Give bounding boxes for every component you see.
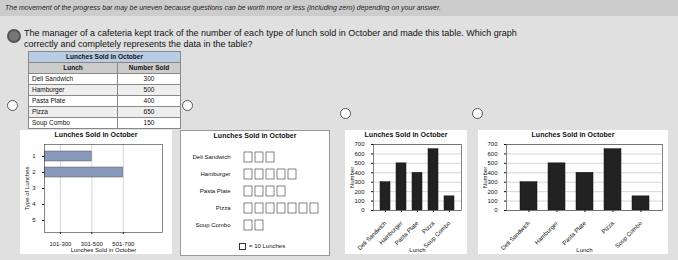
svg-text:500: 500 <box>354 160 365 166</box>
svg-text:1: 1 <box>32 153 36 159</box>
svg-text:Lunch: Lunch <box>576 247 592 253</box>
svg-text:0: 0 <box>361 207 365 213</box>
svg-text:501-700: 501-700 <box>112 240 135 247</box>
svg-text:600: 600 <box>354 151 365 157</box>
html-text:Lunches Sold in October: Lunches Sold in October <box>66 53 143 60</box>
svg-text:100: 100 <box>487 198 498 204</box>
html-text:= 10 Lunches: = 10 Lunches <box>249 243 286 249</box>
svg-text:Soup Combo: Soup Combo <box>195 222 231 228</box>
html-text:150: 150 <box>143 119 155 126</box>
svg-text:Hamburger: Hamburger <box>200 171 230 177</box>
html-text:The manager of a cafeteria kep: The manager of a cafeteria kept track of… <box>24 28 517 38</box>
svg-text:3: 3 <box>32 185 36 191</box>
html-text:Lunches Sold in October: Lunches Sold in October <box>213 132 297 139</box>
html-text:Pasta Plate: Pasta Plate <box>32 97 66 104</box>
svg-text:Pizza: Pizza <box>216 205 231 211</box>
svg-text:300: 300 <box>487 179 498 185</box>
svg-text:600: 600 <box>487 151 498 157</box>
svg-text:200: 200 <box>354 189 365 195</box>
svg-text:300: 300 <box>354 179 365 185</box>
svg-text:Pizza: Pizza <box>600 220 615 235</box>
svg-text:0: 0 <box>494 207 498 213</box>
html-text:Lunches Sold in October: Lunches Sold in October <box>54 131 138 138</box>
svg-text:500: 500 <box>487 160 498 166</box>
svg-text:700: 700 <box>354 141 365 147</box>
svg-text:Deli Sandwich: Deli Sandwich <box>192 154 230 160</box>
svg-text:Type of Lunches: Type of Lunches <box>24 166 30 210</box>
svg-text:Pasta Plate: Pasta Plate <box>394 220 420 246</box>
html-text:300: 300 <box>143 75 155 82</box>
svg-text:100: 100 <box>354 198 365 204</box>
svg-text:101-300: 101-300 <box>49 241 72 247</box>
svg-text:4: 4 <box>32 201 36 207</box>
svg-text:Number: Number <box>482 167 488 188</box>
svg-text:2: 2 <box>32 169 36 175</box>
svg-text:Soup Combo: Soup Combo <box>614 220 643 249</box>
svg-text:Hamburger: Hamburger <box>534 220 559 245</box>
svg-text:Deli Sandwich: Deli Sandwich <box>356 220 388 252</box>
svg-text:200: 200 <box>487 189 498 195</box>
svg-text:Pizza: Pizza <box>420 220 436 235</box>
html-text:Lunch: Lunch <box>63 64 83 71</box>
svg-text:Pasta Plate: Pasta Plate <box>200 188 231 194</box>
html-text:Hamburger: Hamburger <box>32 86 65 93</box>
svg-text:700: 700 <box>487 141 498 147</box>
svg-text:5: 5 <box>32 217 36 223</box>
html-text:The movement of the progress b: The movement of the progress bar may be … <box>5 4 441 11</box>
svg-text:Lunches Sold in October: Lunches Sold in October <box>71 247 137 253</box>
svg-text:Number: Number <box>349 167 355 188</box>
html-text:400: 400 <box>143 97 155 104</box>
svg-text:Pasta Plate: Pasta Plate <box>561 220 587 246</box>
svg-text:301-500: 301-500 <box>80 240 103 247</box>
html-text:Soup Combo: Soup Combo <box>32 119 70 126</box>
html-text:Number Sold: Number Sold <box>128 64 170 71</box>
svg-text:Lunch: Lunch <box>409 247 425 253</box>
html-text:Lunches Sold in October: Lunches Sold in October <box>364 131 448 138</box>
html-text:correctly and completely repre: correctly and completely represents the … <box>24 39 253 49</box>
svg-text:400: 400 <box>354 170 365 176</box>
html-text:500: 500 <box>143 86 155 93</box>
html-text:Pizza: Pizza <box>32 108 48 115</box>
html-text:Deli Sandwich: Deli Sandwich <box>32 75 74 82</box>
svg-text:Soup Combo: Soup Combo <box>423 220 452 249</box>
svg-text:Hamburger: Hamburger <box>378 220 404 246</box>
svg-text:400: 400 <box>487 170 498 176</box>
html-text:650: 650 <box>143 108 155 115</box>
html-text:Lunches Sold in October: Lunches Sold in October <box>531 131 615 138</box>
svg-text:Deli Sandwich: Deli Sandwich <box>500 220 531 251</box>
